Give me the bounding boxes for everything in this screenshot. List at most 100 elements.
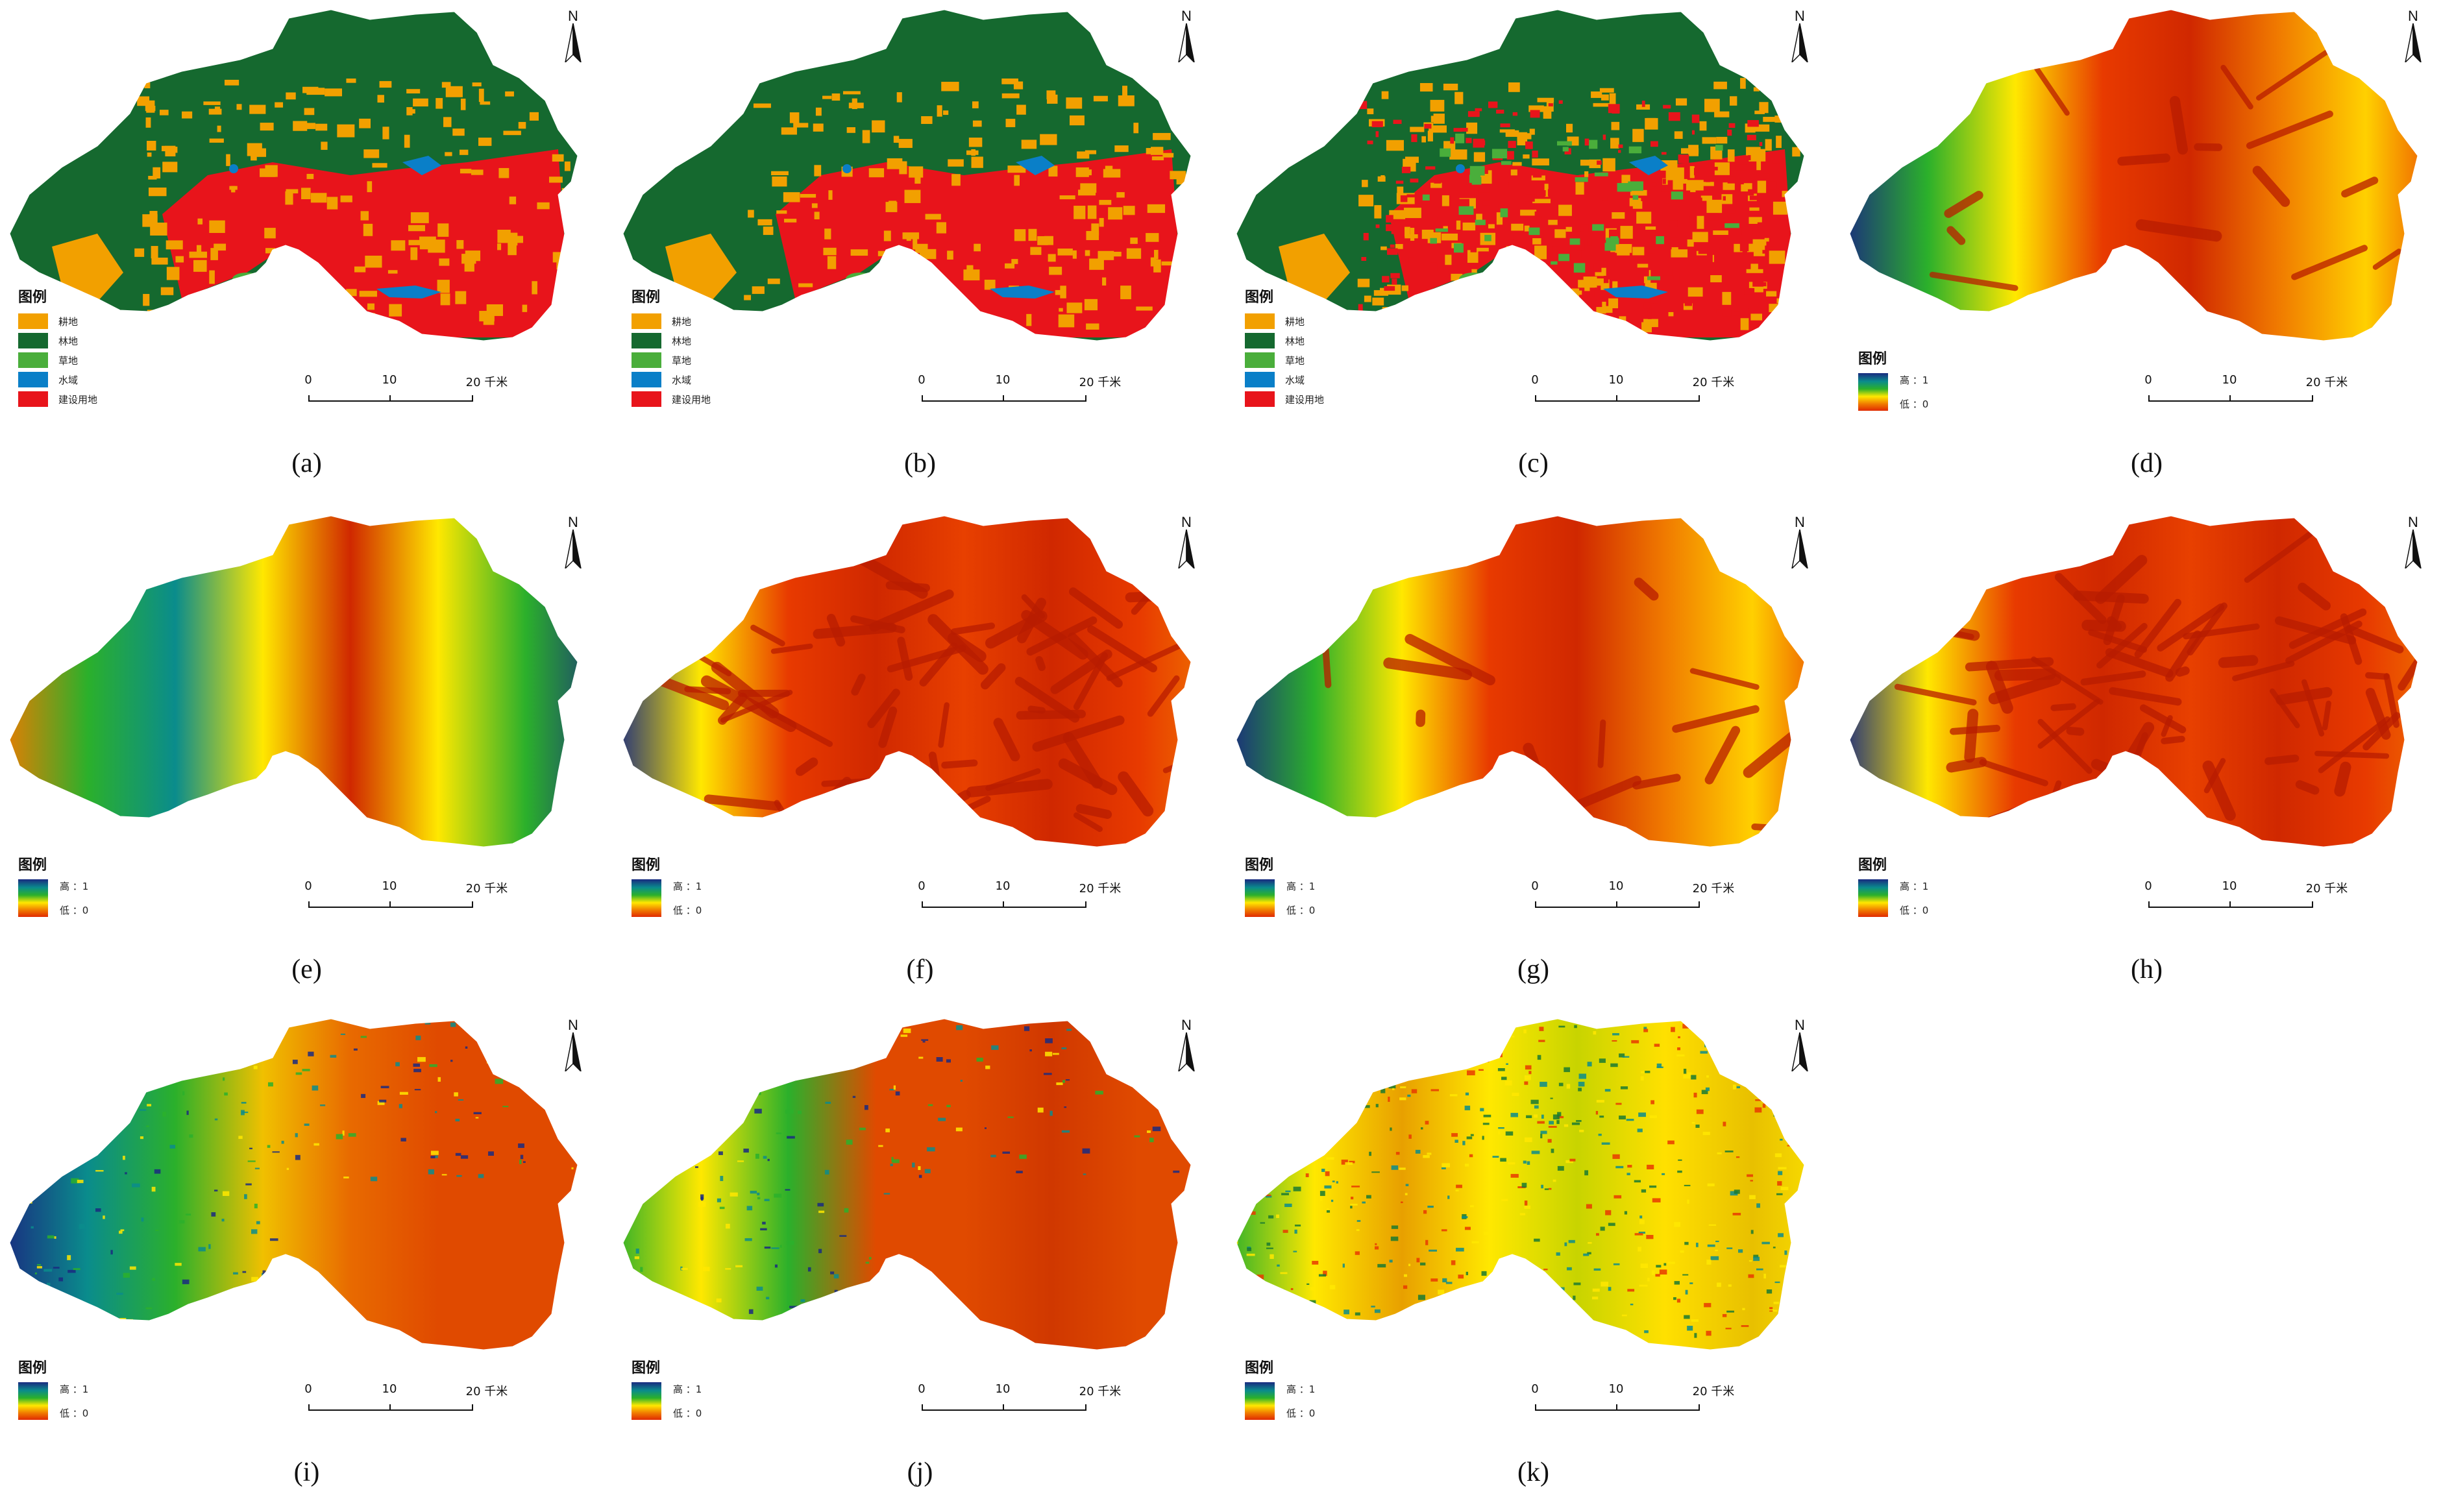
- legend-high-label: 高 ：1: [60, 879, 88, 893]
- legend-swatch: [18, 313, 48, 329]
- legend-item: 耕地: [18, 311, 187, 331]
- legend-ramp: 高 ：1 低 ：0: [632, 879, 800, 917]
- panel-caption: (g): [1227, 954, 1840, 985]
- legend-label: 草地: [672, 354, 691, 367]
- legend-item: 草地: [18, 350, 187, 370]
- scale-line: [2148, 901, 2313, 908]
- north-label: N: [1173, 515, 1199, 530]
- legend-title: 图例: [18, 1356, 187, 1377]
- scale-label: 20 千米: [2306, 373, 2348, 390]
- scale-line: [308, 1404, 473, 1411]
- north-label: N: [2400, 9, 2426, 23]
- legend-label: 草地: [1285, 354, 1305, 367]
- legend-label: 林地: [1285, 334, 1305, 348]
- scale-label: 0: [1531, 879, 1538, 893]
- legend-swatch: [18, 391, 48, 407]
- legend-ramp-bar: [1858, 373, 1888, 411]
- legend-swatch: [1245, 391, 1275, 407]
- panel-caption: (h): [1840, 954, 2453, 985]
- north-arrow: N: [560, 9, 586, 67]
- panel-caption: (e): [0, 954, 613, 985]
- legend: 图例耕地林地草地水域建设用地: [18, 286, 187, 409]
- scale-tick: [2229, 901, 2231, 907]
- legend-label: 建设用地: [672, 393, 711, 406]
- legend-label: 水域: [672, 373, 691, 387]
- legend-high-label: 高 ：1: [1900, 879, 1928, 893]
- legend-low-label: 低 ：0: [673, 1406, 702, 1420]
- scale-label: 20 千米: [466, 1382, 508, 1399]
- legend-low-label: 低 ：0: [1286, 903, 1315, 917]
- scale-line: [922, 901, 1086, 908]
- legend: 图例耕地林地草地水域建设用地: [1245, 286, 1414, 409]
- legend-item: 草地: [632, 350, 800, 370]
- legend-item: 林地: [1245, 331, 1414, 350]
- legend-title: 图例: [632, 1356, 800, 1377]
- scale-label: 20 千米: [2306, 879, 2348, 896]
- legend-swatch: [18, 372, 48, 387]
- scale-label: 20 千米: [466, 879, 508, 896]
- legend-high-label: 高 ：1: [673, 1382, 702, 1396]
- scale-label: 0: [918, 1382, 925, 1396]
- legend-label: 耕地: [1285, 315, 1305, 328]
- legend: 图例耕地林地草地水域建设用地: [632, 286, 800, 409]
- legend-swatch: [1245, 313, 1275, 329]
- legend-ramp: 高 ：1 低 ：0: [632, 1382, 800, 1420]
- legend-item: 林地: [632, 331, 800, 350]
- legend-item: 耕地: [632, 311, 800, 331]
- scale-label: 0: [918, 879, 925, 893]
- scale-label: 20 千米: [1693, 373, 1735, 390]
- legend-low-label: 低 ：0: [1900, 397, 1928, 411]
- north-arrow-icon: [1177, 530, 1196, 568]
- north-label: N: [1787, 1018, 1813, 1032]
- north-arrow: N: [1173, 1018, 1199, 1077]
- scale-line: [1535, 395, 1700, 402]
- legend-ramp-bar: [632, 1382, 661, 1420]
- legend-high-label: 高 ：1: [673, 879, 702, 893]
- legend-high-label: 高 ：1: [1286, 879, 1315, 893]
- legend-title: 图例: [1245, 286, 1414, 306]
- legend-item: 水域: [632, 370, 800, 389]
- legend-item: 水域: [1245, 370, 1414, 389]
- north-arrow-icon: [563, 530, 583, 568]
- scale-tick: [389, 901, 391, 907]
- legend-label: 建设用地: [58, 393, 97, 406]
- legend-ramp-bar: [1245, 1382, 1275, 1420]
- legend-label: 林地: [58, 334, 78, 348]
- legend-high-label: 高 ：1: [60, 1382, 88, 1396]
- north-arrow-icon: [1790, 1032, 1810, 1071]
- scale-tick: [1003, 1404, 1004, 1409]
- scale-tick: [1003, 395, 1004, 400]
- legend-title: 图例: [1858, 347, 2027, 368]
- scale-label: 20 千米: [466, 373, 508, 390]
- legend-low-label: 低 ：0: [673, 903, 702, 917]
- panel-caption: (k): [1227, 1457, 1840, 1488]
- legend-swatch: [1245, 333, 1275, 348]
- north-label: N: [2400, 515, 2426, 530]
- legend-label: 林地: [672, 334, 691, 348]
- scale-label: 10: [996, 373, 1011, 387]
- north-arrow: N: [2400, 515, 2426, 574]
- scale-line: [308, 395, 473, 402]
- legend-low-label: 低 ：0: [1286, 1406, 1315, 1420]
- scale-tick: [1616, 395, 1617, 400]
- legend-label: 水域: [58, 373, 78, 387]
- scale-label: 10: [1609, 1382, 1624, 1396]
- scale-tick: [1616, 901, 1617, 907]
- scale-label: 10: [2222, 373, 2237, 387]
